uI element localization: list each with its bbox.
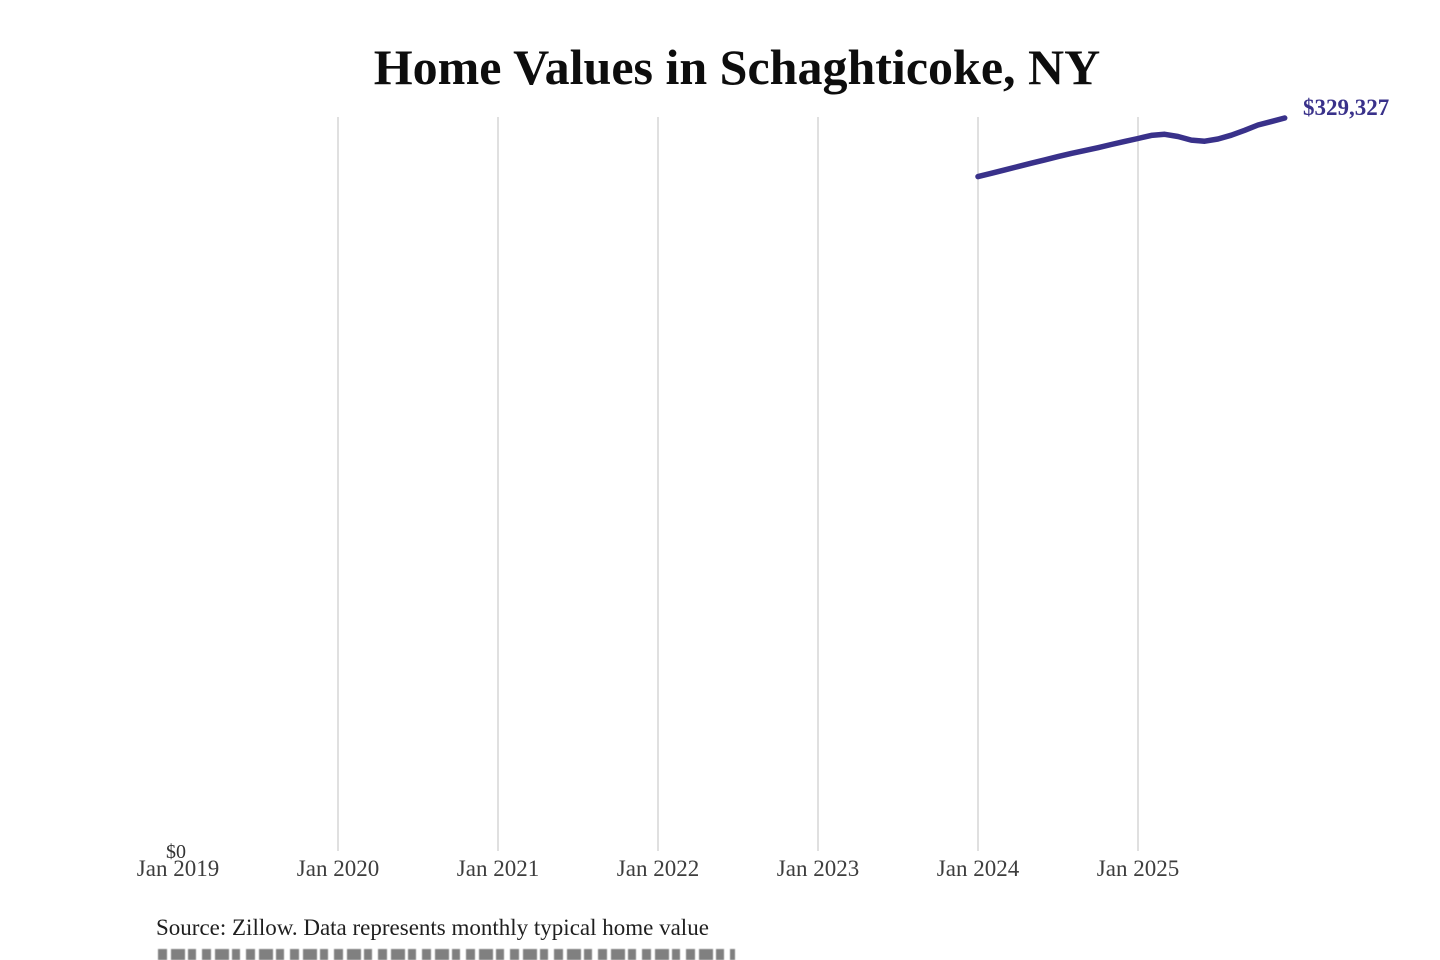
- clipped-text-fragment: [158, 949, 735, 960]
- source-note: Source: Zillow. Data represents monthly …: [156, 915, 709, 940]
- x-axis-tick-label: Jan 2020: [296, 856, 380, 881]
- vertical-gridlines: [337, 117, 1139, 851]
- x-axis-tick-label: Jan 2019: [136, 856, 220, 881]
- latest-value-label: $329,327: [1303, 95, 1390, 120]
- x-axis-tick-label: Jan 2023: [776, 856, 860, 881]
- chart-title: Home Values in Schaghticoke, NY: [373, 39, 1101, 95]
- home-value-line: [975, 115, 1288, 180]
- x-axis-tick-label: Jan 2021: [456, 856, 540, 881]
- home-value-series: [975, 115, 1288, 180]
- x-axis-tick-label: Jan 2022: [616, 856, 700, 881]
- x-axis-tick-label: Jan 2024: [936, 856, 1020, 881]
- x-axis-tick-label: Jan 2025: [1096, 856, 1180, 881]
- y-axis-zero-label: $0: [166, 841, 186, 863]
